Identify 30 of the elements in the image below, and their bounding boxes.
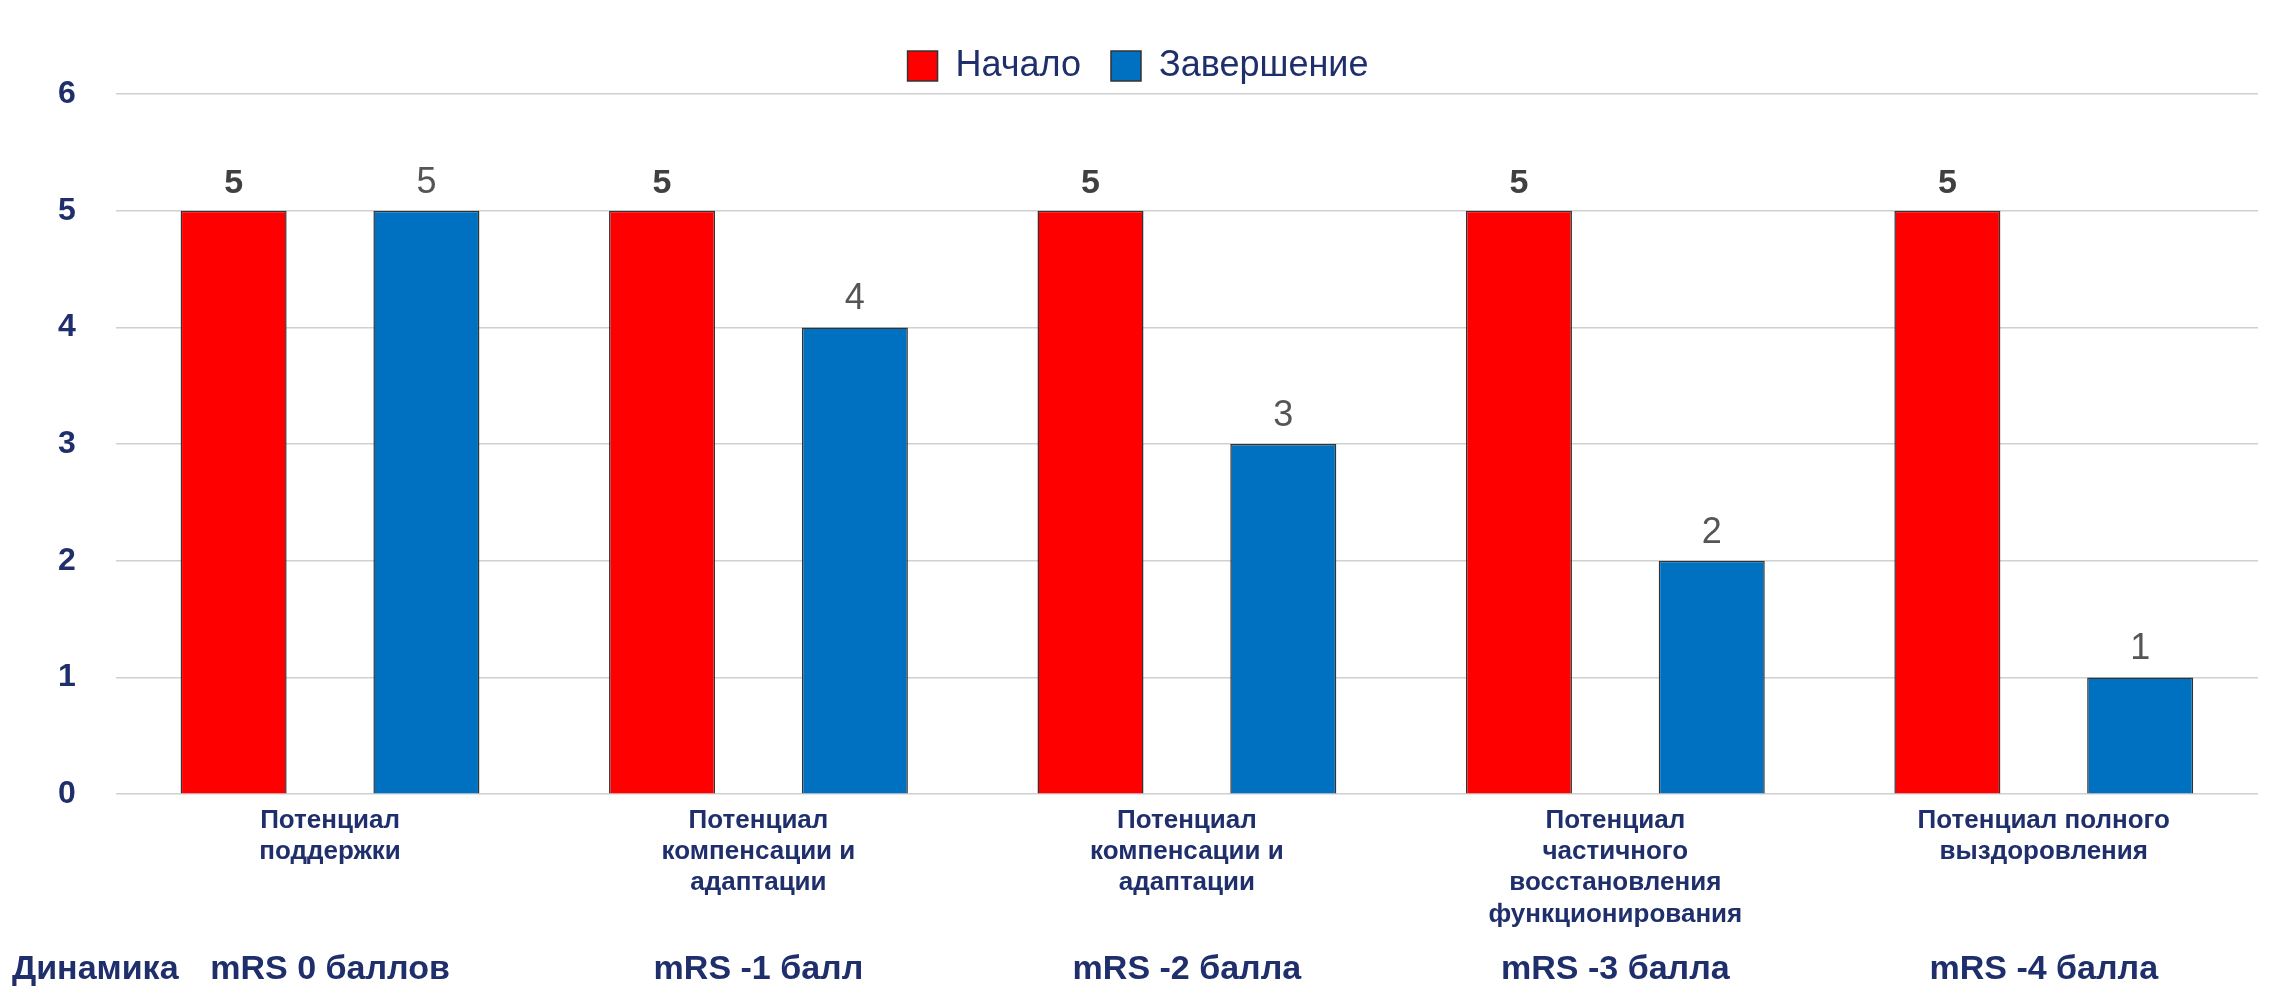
text: Динамика (12, 948, 180, 987)
y-tick-label: 6 (58, 73, 76, 110)
data-label: 5 (416, 159, 437, 201)
y-tick-label: 1 (58, 657, 76, 694)
text: mRS -1 балл (653, 948, 864, 987)
data-label: 3 (1273, 393, 1294, 435)
y-tick-label: 5 (58, 190, 76, 227)
x-tick-label: Потенциал поддержки (259, 803, 401, 866)
legend-label: Завершение (1159, 42, 1369, 84)
data-label: 5 (224, 162, 244, 201)
data-label: 2 (1701, 509, 1722, 551)
data-label: 5 (1081, 162, 1100, 201)
y-tick-label: 4 (58, 307, 76, 344)
x-tick-label: Потенциал компенсации и адаптации (661, 803, 856, 897)
y-tick-label: 0 (58, 774, 76, 811)
text: mRS -4 балла (1929, 948, 2160, 987)
x-tick-label: Потенциал компенсации и адаптации (1090, 803, 1284, 897)
x-tick-label: Потенциал полного выздоровления (1917, 803, 2170, 866)
data-label: 5 (652, 162, 672, 201)
data-label: 5 (1509, 162, 1529, 201)
legend-label: Начало (955, 42, 1081, 84)
x-tick-label: Потенциал частичного восстановления функционирования (1488, 803, 1743, 928)
text: mRS -2 балла (1072, 948, 1303, 987)
data-label: 5 (1937, 162, 1957, 201)
text: mRS 0 баллов (210, 948, 450, 987)
data-label: 4 (844, 276, 865, 318)
text: mRS -3 балла (1501, 948, 1731, 987)
y-tick-label: 2 (58, 540, 76, 577)
data-label: 1 (2130, 626, 2151, 668)
y-tick-label: 3 (58, 423, 76, 460)
